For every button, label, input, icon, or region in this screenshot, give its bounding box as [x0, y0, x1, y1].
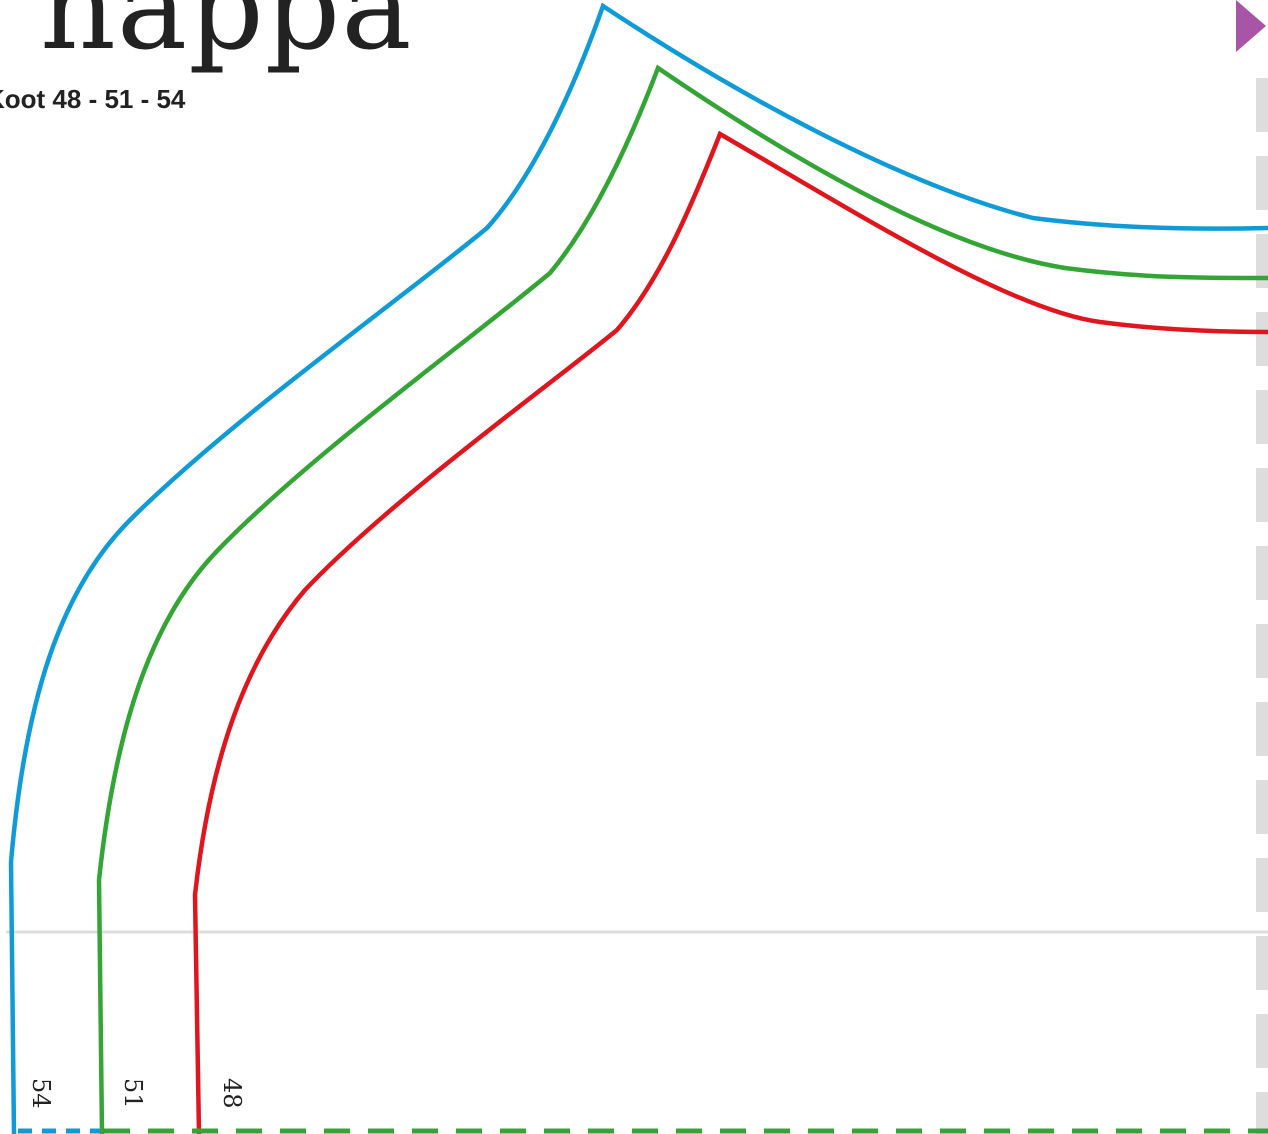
pattern-line-size-54 [8, 2, 1268, 1134]
pattern-line-size-51 [96, 64, 1268, 1134]
corner-triangle-marker [1236, 0, 1266, 52]
pattern-line-size-48 [192, 130, 1268, 1134]
size-label-54: 54 [27, 1078, 55, 1109]
size-label-48: 48 [218, 1078, 246, 1109]
pattern-title: a nappa [0, 0, 413, 76]
size-range-label: Koot 48 - 51 - 54 [0, 84, 186, 114]
size-label-51: 51 [119, 1078, 147, 1109]
